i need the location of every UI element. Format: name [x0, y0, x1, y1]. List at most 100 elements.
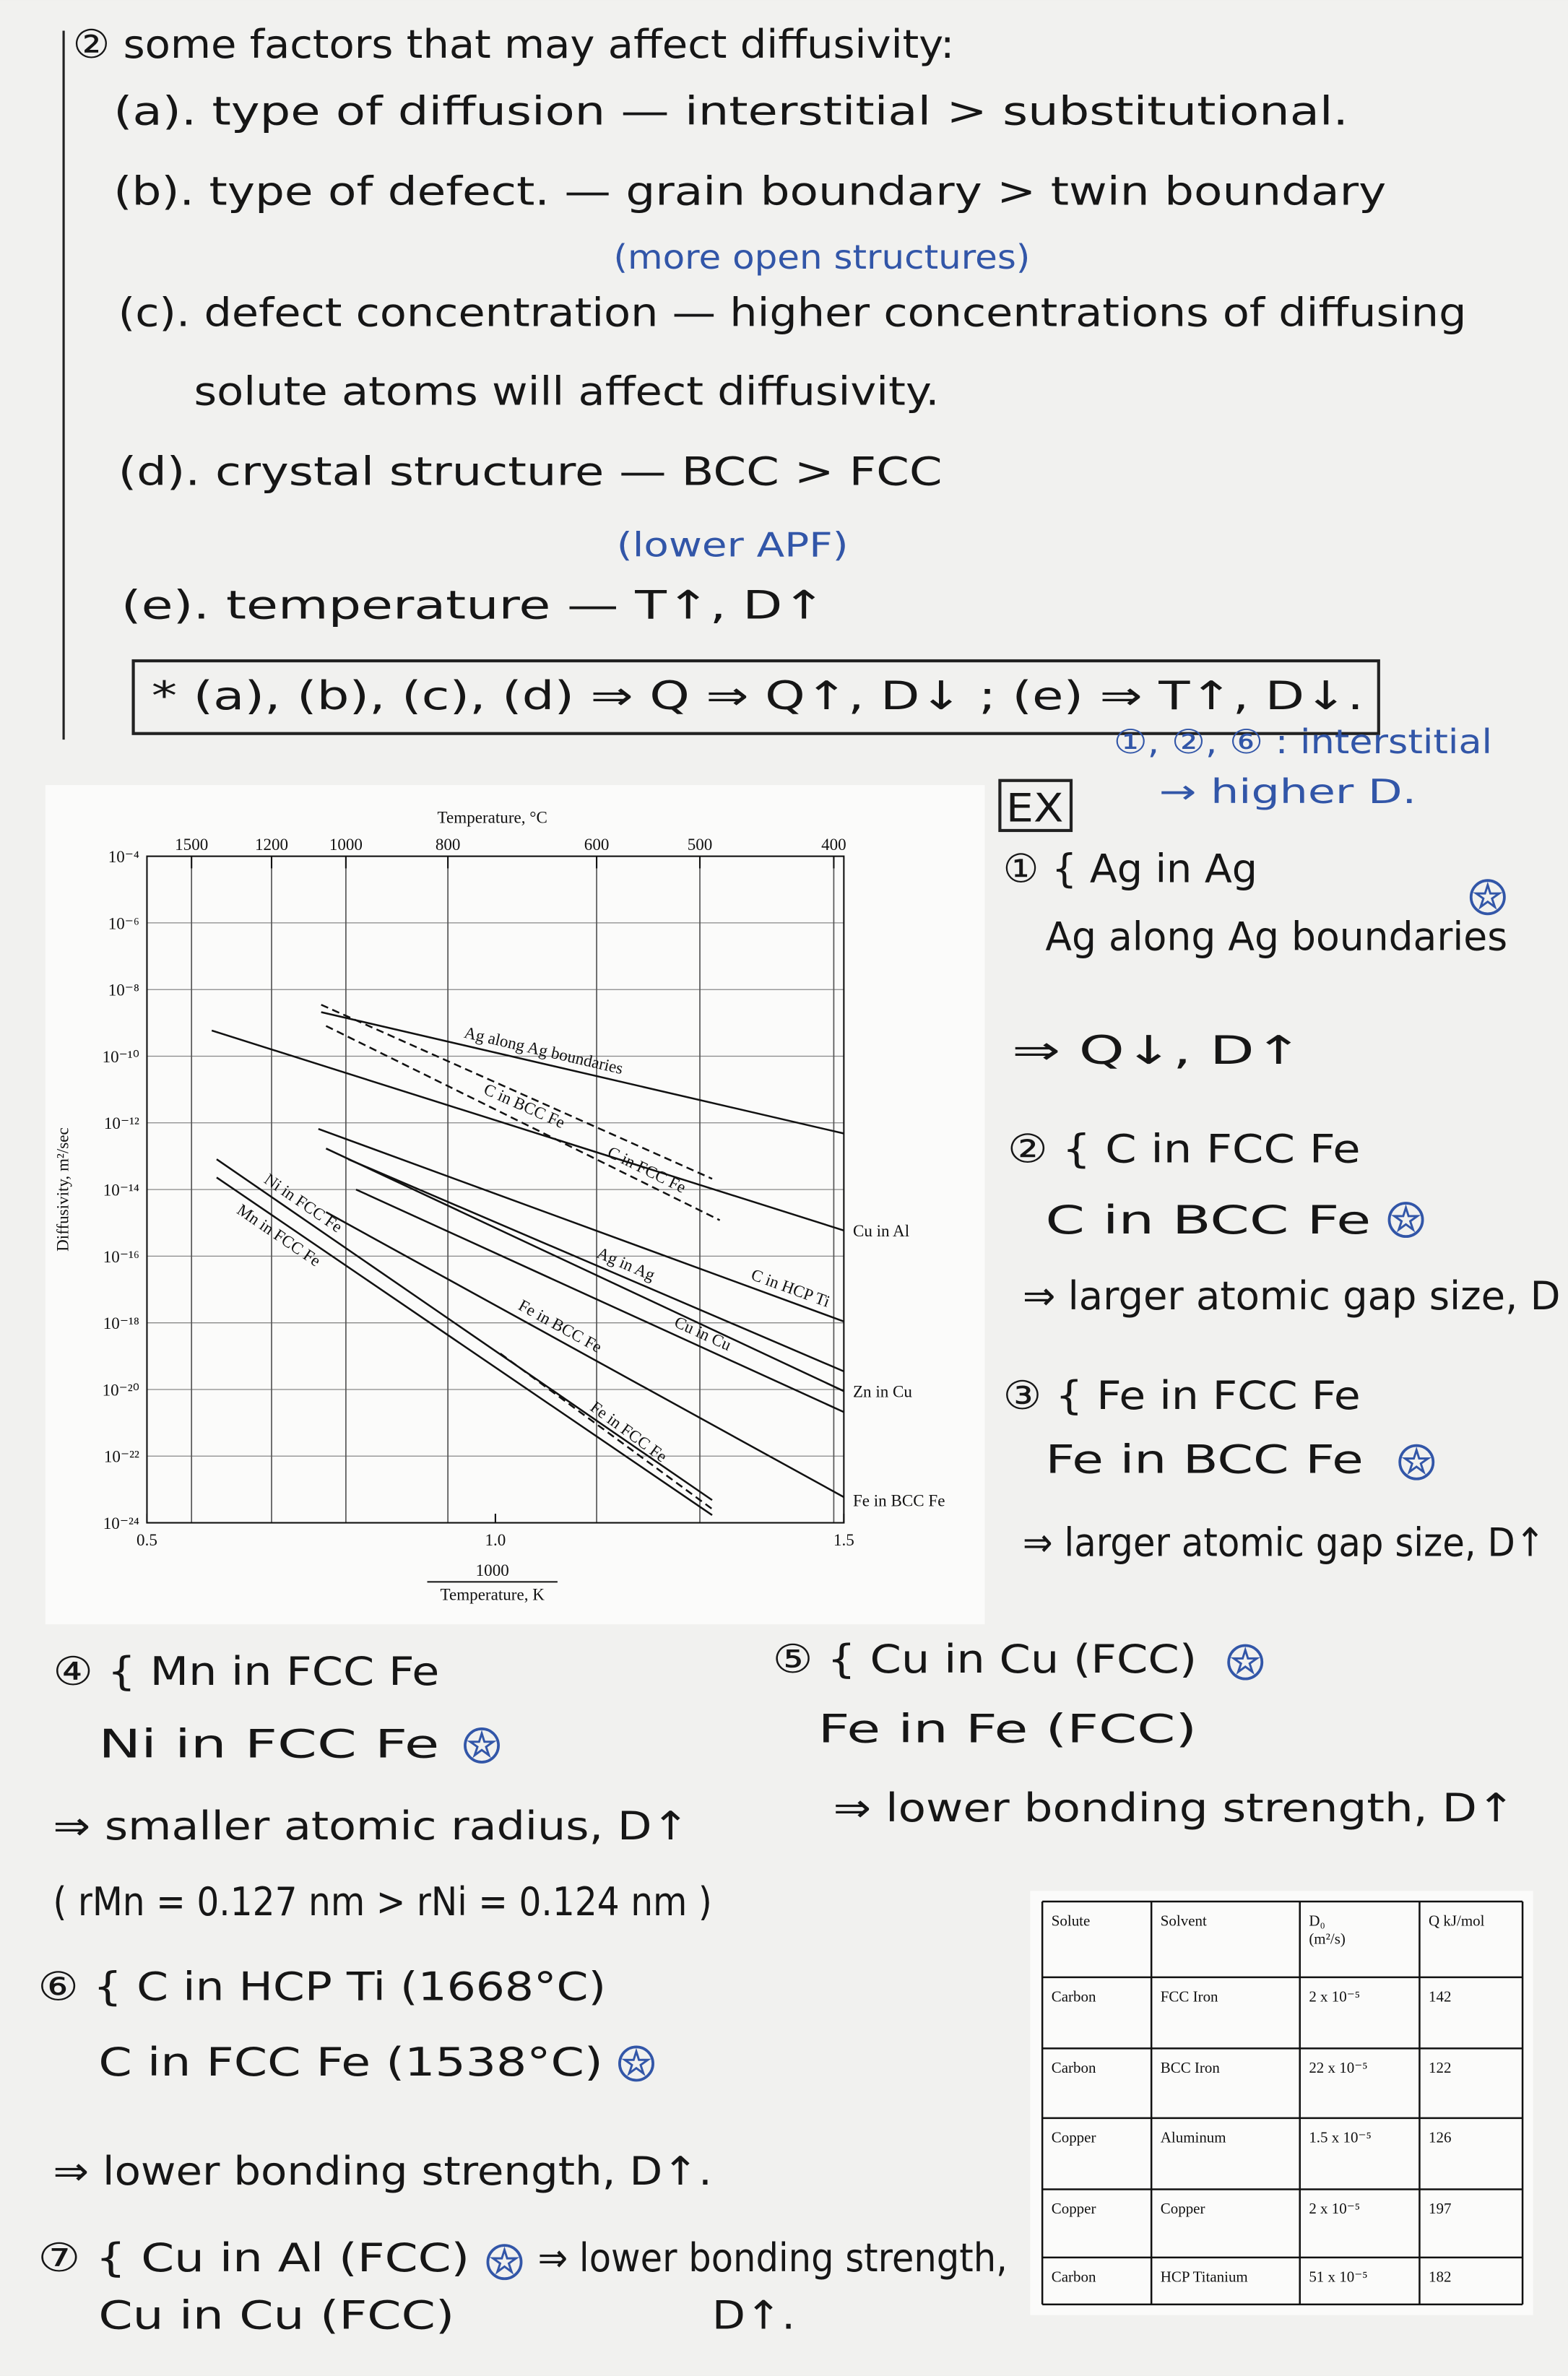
- table-cell: Carbon: [1052, 1987, 1096, 2005]
- handwritten-line: solute atoms will affect diffusivity.: [194, 368, 939, 415]
- circled-star: [1398, 1444, 1435, 1480]
- star: [1390, 1204, 1421, 1233]
- top-tick-label: 1200: [255, 835, 288, 854]
- table-cell: Copper: [1161, 2200, 1205, 2217]
- star: [621, 2047, 651, 2076]
- handwritten-line: Fe in BCC Fe: [1045, 1436, 1363, 1482]
- table-header: D₀: [1309, 1912, 1325, 1930]
- top-tick-label: 500: [688, 835, 713, 854]
- circled-star: [1227, 1644, 1264, 1681]
- series-line: [347, 1158, 844, 1373]
- table-cell: 2 x 10⁻⁵: [1309, 1987, 1360, 2005]
- table-cell: BCC Iron: [1161, 2059, 1221, 2076]
- table-cell: 182: [1429, 2268, 1451, 2285]
- y-tick-label: 10⁻²²: [104, 1447, 139, 1466]
- star-circle: [486, 2244, 523, 2281]
- x-tick-label: 1.0: [485, 1530, 506, 1549]
- series-line: [211, 1029, 844, 1232]
- table-cell: 2 x 10⁻⁵: [1309, 2200, 1360, 2217]
- star-circle: [1398, 1444, 1435, 1480]
- table-header: Solvent: [1161, 1912, 1207, 1930]
- handwritten-line: Fe in Fe (FCC): [818, 1706, 1197, 1752]
- y-tick-label: 10⁻⁴: [108, 847, 139, 866]
- top-tick-label: 600: [584, 835, 610, 854]
- handwritten-line: ⇒ lower bonding strength, D↑.: [53, 2148, 711, 2194]
- star-circle: [618, 2045, 654, 2082]
- table-cell: Aluminum: [1161, 2128, 1226, 2146]
- table-cell: 22 x 10⁻⁵: [1309, 2059, 1367, 2076]
- handwritten-line: ⇒ smaller atomic radius, D↑: [53, 1803, 689, 1849]
- handwritten-line: ③ { Fe in FCC Fe: [1003, 1372, 1361, 1418]
- handwritten-line: ② { C in FCC Fe: [1008, 1125, 1361, 1171]
- table-cell: 1.5 x 10⁻⁵: [1309, 2128, 1372, 2146]
- top-tick-label: 800: [436, 835, 461, 854]
- x-axis-denominator: Temperature, K: [441, 1585, 545, 1604]
- table-header: Q kJ/mol: [1429, 1912, 1485, 1930]
- series-label: Fe in BCC Fe: [853, 1491, 945, 1510]
- y-tick-label: 10⁻¹⁸: [103, 1314, 139, 1332]
- star: [1473, 881, 1503, 910]
- star-circle: [1387, 1202, 1424, 1239]
- star-circle: [464, 1727, 500, 1764]
- series-line: [216, 1176, 713, 1516]
- series-line: [321, 1011, 844, 1135]
- handwritten-line: Cu in Cu (FCC): [98, 2292, 454, 2338]
- handwritten-line: ⇒ larger atomic gap size, D↑: [1023, 1519, 1546, 1566]
- table-cell: 197: [1429, 2200, 1451, 2217]
- table-header: (m²/s): [1309, 1930, 1346, 1948]
- chart-panel: [45, 785, 985, 1625]
- y-tick-label: 10⁻²⁴: [103, 1514, 139, 1532]
- y-axis-title: Diffusivity, m²/sec: [53, 1127, 72, 1252]
- handwritten-line: C in BCC Fe: [1045, 1197, 1371, 1243]
- table-cell: FCC Iron: [1161, 1987, 1218, 2005]
- table-panel: [1030, 1891, 1533, 2315]
- handwritten-line: Ni in FCC Fe: [98, 1721, 439, 1767]
- table-cell: Carbon: [1052, 2268, 1096, 2285]
- table-cell: HCP Titanium: [1161, 2268, 1248, 2285]
- y-tick-label: 10⁻¹²: [104, 1114, 139, 1132]
- handwritten-line: (b). type of defect. — grain boundary > …: [113, 168, 1386, 214]
- top-tick-label: 400: [821, 835, 846, 854]
- table-cell: 142: [1429, 1987, 1451, 2005]
- series-line: [499, 1353, 713, 1510]
- handwritten-line: ⇒ lower bonding strength, D↑: [833, 1785, 1515, 1831]
- y-tick-label: 10⁻⁸: [108, 981, 139, 1000]
- series-line: [321, 1004, 713, 1180]
- series-label: Zn in Cu: [853, 1382, 912, 1401]
- table-cell: 126: [1429, 2128, 1451, 2146]
- star: [1230, 1646, 1260, 1675]
- table-cell: 51 x 10⁻⁵: [1309, 2268, 1367, 2285]
- handwritten-line: ② some factors that may affect diffusivi…: [73, 21, 955, 67]
- handwritten-line: ⑤ { Cu in Cu (FCC): [773, 1636, 1197, 1682]
- handwritten-line: (d). crystal structure — BCC > FCC: [118, 448, 943, 495]
- handwritten-line: (c). defect concentration — higher conce…: [118, 289, 1467, 335]
- star: [1401, 1447, 1431, 1475]
- handwritten-line: ⑥ { C in HCP Ti (1668°C): [38, 1963, 606, 2009]
- circled-star: [1387, 1202, 1424, 1239]
- series-line: [325, 1148, 844, 1392]
- handwritten-line: → higher D.: [1159, 772, 1417, 811]
- x-tick-label: 1.5: [833, 1530, 854, 1549]
- series-line: [325, 1025, 721, 1221]
- series-line: [355, 1188, 844, 1413]
- handwritten-line: ⑦ { Cu in Al (FCC): [38, 2234, 469, 2281]
- series-label: Cu in Al: [853, 1221, 909, 1240]
- handwritten-line: ①, ②, ⑥ : interstitial: [1114, 722, 1492, 761]
- top-tick-label: 1500: [175, 835, 208, 854]
- circled-star: [486, 2244, 523, 2281]
- circled-star: [618, 2045, 654, 2082]
- series-line: [216, 1158, 713, 1501]
- table-cell: Carbon: [1052, 2059, 1096, 2076]
- circled-star: [464, 1727, 500, 1764]
- ex-box: [998, 779, 1073, 833]
- handwritten-line: * (a), (b), (c), (d) ⇒ Q ⇒ Q↑, D↓ ; (e) …: [152, 672, 1364, 719]
- table-cell: Copper: [1052, 2200, 1096, 2217]
- summary-box: [131, 659, 1380, 735]
- star-circle: [1469, 879, 1506, 916]
- star: [467, 1730, 497, 1759]
- handwritten-line: EX: [1006, 784, 1064, 831]
- handwritten-line: ① { Ag in Ag: [1003, 845, 1257, 891]
- handwritten-line: (e). temperature — T↑, D↑: [121, 581, 826, 628]
- handwritten-line: ⇒ larger atomic gap size, D: [1023, 1272, 1561, 1319]
- table-cell: 122: [1429, 2059, 1451, 2076]
